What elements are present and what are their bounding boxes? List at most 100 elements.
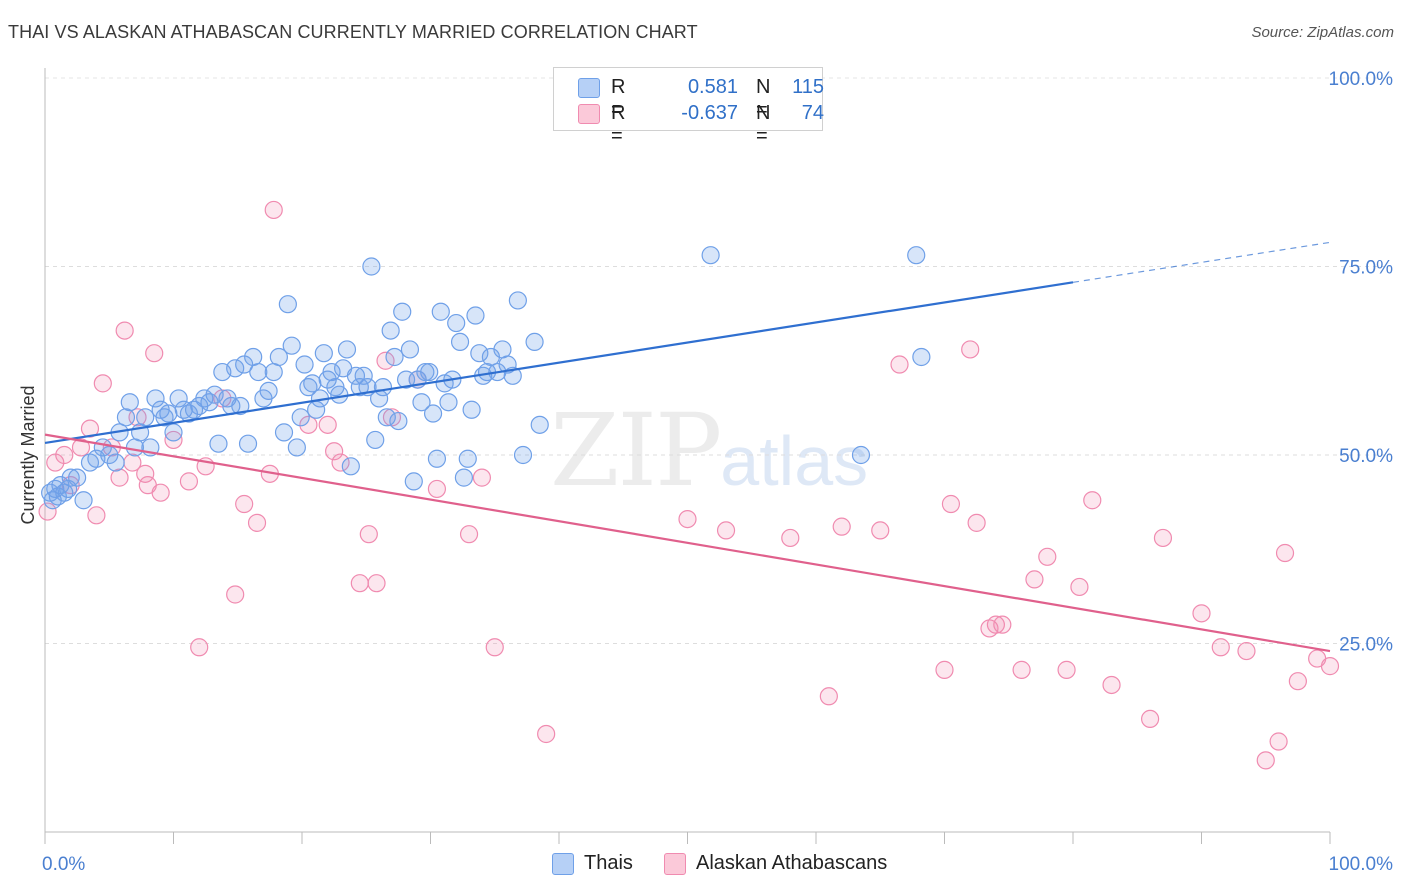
thai-point [74, 491, 93, 510]
legend-swatch-athabascans [578, 104, 600, 124]
athabascan-point [115, 321, 134, 340]
source-credit: Source: ZipAtlas.com [1251, 24, 1394, 41]
y-tick-label: 75.0% [1339, 258, 1393, 279]
thai-point [169, 389, 188, 408]
thai-point [244, 347, 263, 367]
thai-point [530, 415, 549, 434]
thai-point [354, 366, 373, 385]
thai-point [116, 408, 136, 427]
athabascan-point [226, 585, 245, 604]
thai-point [458, 449, 477, 468]
thai-point [264, 362, 283, 382]
thai-point [377, 408, 396, 427]
y-tick-label: 100.0% [1329, 69, 1394, 90]
thai-point [282, 336, 301, 355]
athabascan-point [1038, 547, 1057, 566]
athabascan-point [1237, 641, 1256, 661]
athabascan-point [819, 687, 838, 706]
athabascan-point [1275, 543, 1295, 563]
thai-point [462, 400, 481, 419]
thai-point [450, 332, 470, 351]
athabascan-point [247, 513, 267, 532]
athabascan-point [80, 419, 100, 438]
athabascan-point [1057, 660, 1076, 679]
thai-point [125, 438, 145, 457]
athabascan-point [1012, 660, 1031, 679]
athabascan-point [38, 502, 57, 521]
thai-point [851, 445, 871, 465]
y-tick-label: 50.0% [1339, 446, 1393, 467]
athabascan-point [264, 200, 283, 220]
legend-n-value: 115 [792, 76, 824, 98]
thai-point [431, 302, 450, 321]
athabascan-point [967, 513, 986, 532]
thai-point [146, 389, 165, 408]
athabascan-point [138, 476, 157, 495]
athabascan-point [459, 525, 479, 544]
athabascan-point [941, 494, 961, 514]
athabascan-point [325, 442, 344, 461]
thai-point [466, 306, 485, 325]
athabascan-point [1269, 732, 1288, 751]
y-axis-label: Currently Married [18, 385, 38, 524]
thai-point [498, 355, 517, 374]
thai-point [350, 378, 369, 397]
thai-point [912, 347, 931, 367]
athabascan-point [376, 351, 395, 370]
thai-point [341, 457, 360, 476]
legend-swatch-thais [578, 78, 600, 98]
legend-n-label: N = [756, 102, 771, 147]
thai-point [295, 355, 314, 374]
correlation-legend: R = 0.581 N = 115 R = -0.637 N = 74 [553, 67, 824, 147]
trend-lines [44, 241, 1331, 653]
thai-point [381, 321, 400, 340]
thai-point [136, 408, 155, 427]
y-tick-label: 25.0% [1339, 635, 1393, 656]
athabascan-point [359, 525, 378, 544]
legend-r-label: R = [611, 102, 626, 147]
thai-point [120, 393, 139, 412]
athabascan-point [350, 574, 369, 593]
athabascan-point [235, 494, 254, 514]
legend-r-value: -0.637 [681, 102, 738, 124]
thai-point [393, 302, 412, 321]
athabascan-point [935, 660, 954, 679]
thai-point [525, 332, 544, 351]
athabascan-point [1140, 709, 1160, 729]
athabascan-point [1192, 604, 1211, 623]
thai-trend-line [44, 281, 1074, 445]
thai-point [412, 393, 431, 412]
athabascan-point [832, 517, 851, 536]
thai-point [164, 423, 183, 442]
athabascan-point [299, 415, 318, 434]
athabascan-point [993, 615, 1012, 634]
thai-point [427, 449, 447, 468]
thai-point [346, 366, 366, 385]
axes [44, 68, 1331, 844]
watermark-atlas: atlas [720, 422, 869, 500]
legend-n-label: N = [756, 76, 771, 121]
thai-point [454, 468, 474, 487]
thai-point [400, 340, 420, 359]
athabascan-point [1288, 672, 1307, 691]
thai-point [373, 378, 393, 397]
thai-trend-extension [1072, 241, 1331, 283]
athabascan-point [1083, 491, 1102, 510]
thai-point [513, 445, 533, 465]
athabascan-point [87, 506, 106, 525]
athabascan-point [890, 355, 909, 374]
thai-point [291, 408, 310, 427]
bottom-legend-swatch-athabascans [664, 853, 686, 875]
thai-point [249, 362, 268, 382]
thai-point [337, 340, 357, 359]
athabascan-point [110, 468, 129, 487]
thai-point [362, 257, 381, 276]
athabascan-point [145, 344, 164, 363]
thai-point [439, 393, 458, 412]
athabascan-point [1025, 570, 1044, 589]
bottom-legend-label-athabascans: Alaskan Athabascans [696, 852, 888, 874]
athabascan-point [961, 340, 980, 359]
legend-n-value: 74 [801, 102, 824, 124]
thai-point [61, 468, 80, 487]
